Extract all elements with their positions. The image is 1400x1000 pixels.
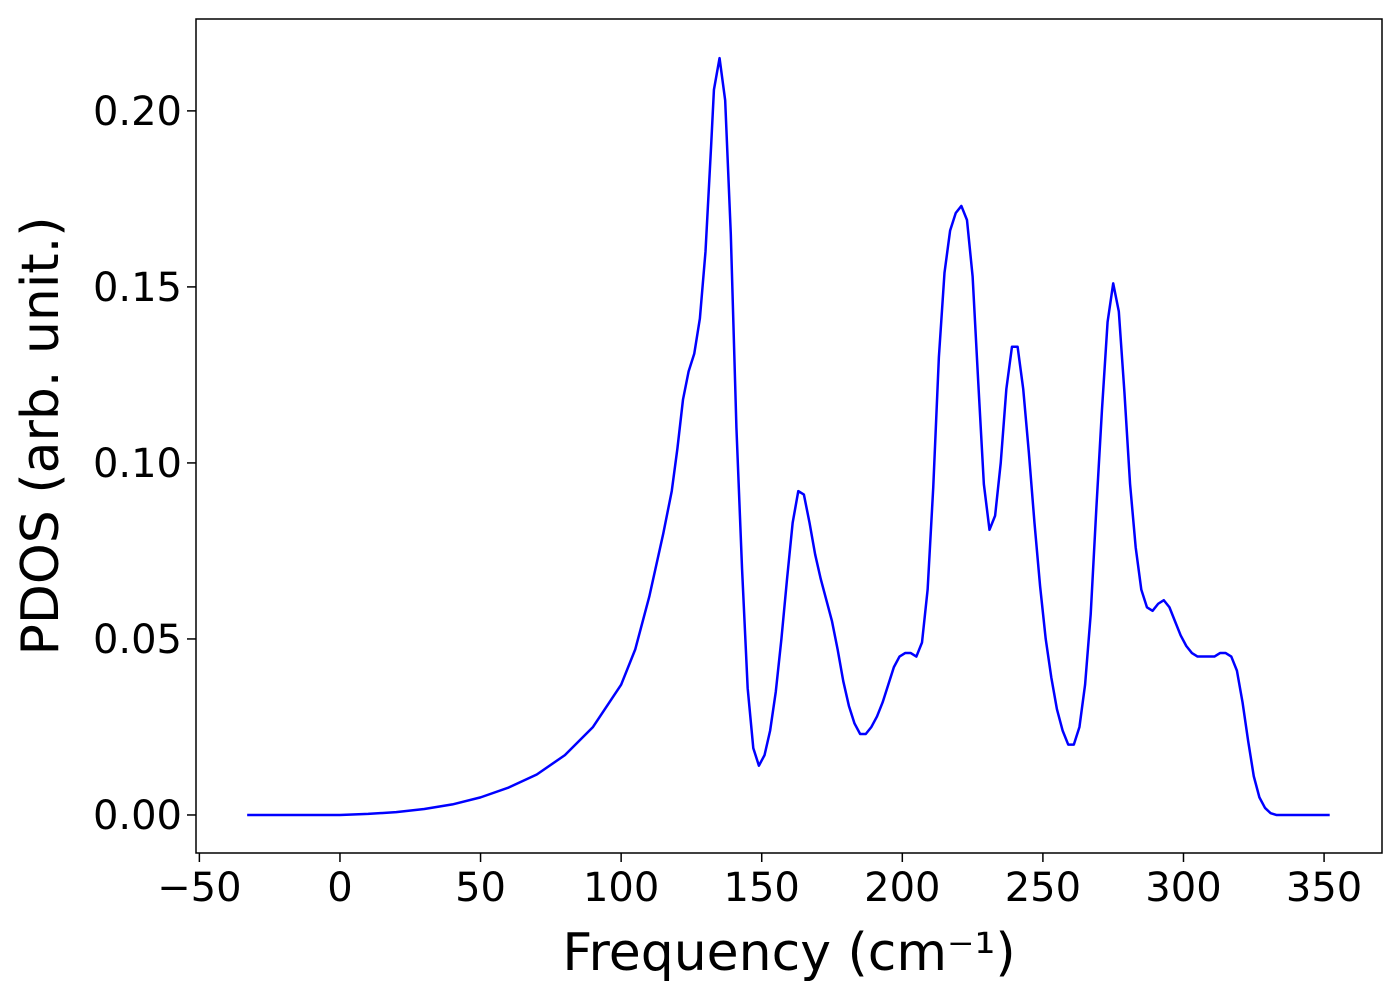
x-tick-label: 0: [327, 865, 352, 911]
x-tick-label: 50: [455, 865, 506, 911]
y-axis-label: PDOS (arb. unit.): [11, 216, 71, 655]
y-tick-label: 0.15: [93, 265, 182, 311]
x-tick-label: 200: [864, 865, 940, 911]
y-tick-label: 0.05: [93, 617, 182, 663]
x-tick-label: 350: [1286, 865, 1362, 911]
x-tick-label: −50: [157, 865, 241, 911]
y-tick-label: 0.10: [93, 441, 182, 487]
y-tick-label: 0.00: [93, 793, 182, 839]
x-tick-label: 250: [1005, 865, 1081, 911]
y-tick-label: 0.20: [93, 89, 182, 135]
plot-frame: [195, 18, 1383, 854]
x-tick-label: 300: [1145, 865, 1221, 911]
x-axis-label: Frequency (cm⁻¹): [562, 923, 1015, 983]
x-tick-label: 100: [583, 865, 659, 911]
x-tick-label: 150: [724, 865, 800, 911]
line: [247, 56, 1330, 817]
